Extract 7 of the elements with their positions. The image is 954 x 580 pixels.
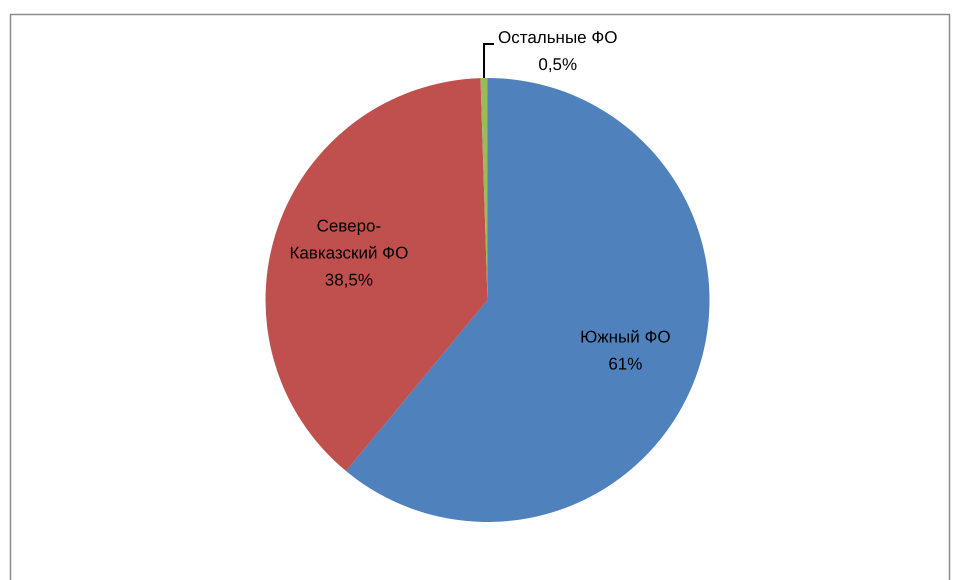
slice-label: Северо-Кавказский ФО xyxy=(289,216,408,263)
data-label: 0,5% xyxy=(538,55,578,74)
pie-slice xyxy=(266,78,488,472)
data-label: 61% xyxy=(608,354,642,374)
slice-label: Южный ФО xyxy=(580,327,671,346)
slice-label: Остальные ФО xyxy=(498,28,618,47)
data-label: 38,5% xyxy=(324,270,373,290)
